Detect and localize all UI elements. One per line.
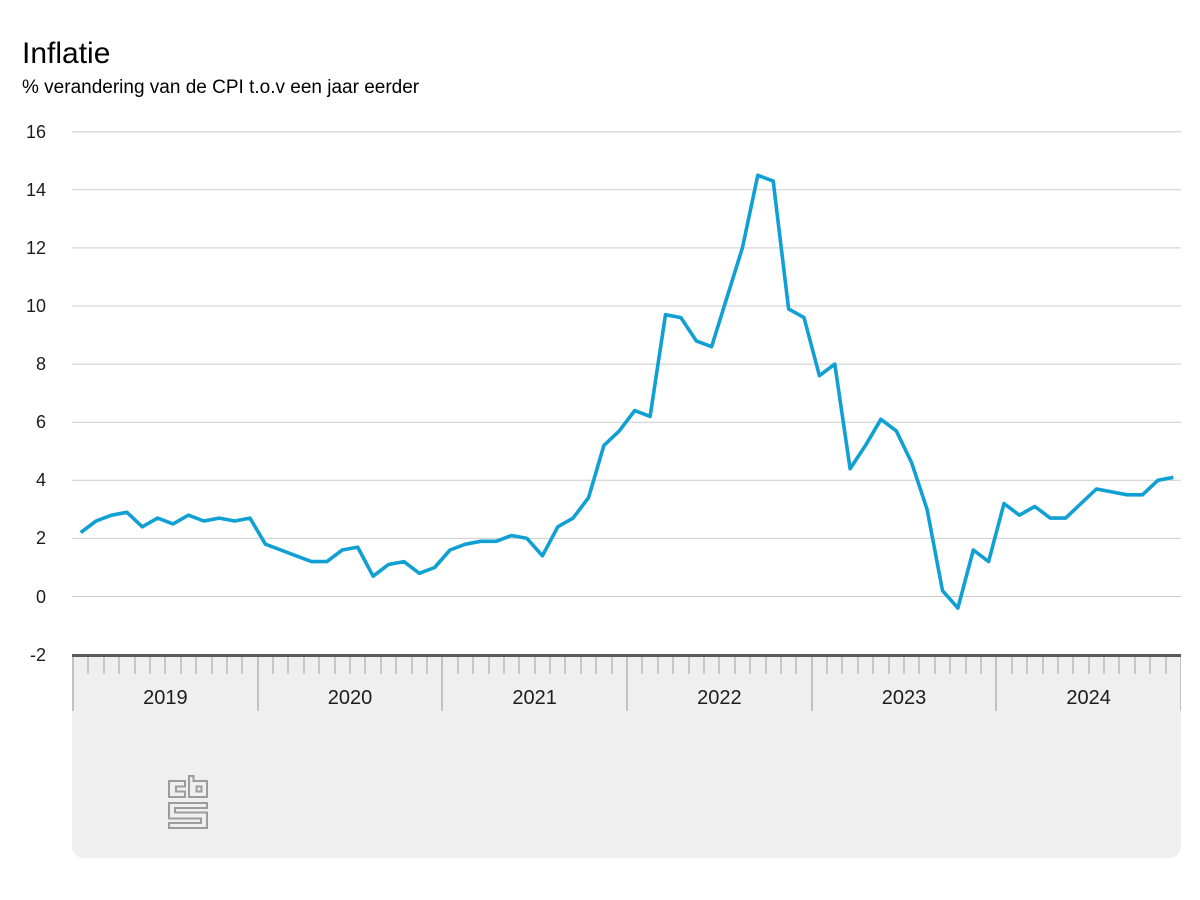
month-tick <box>1149 657 1152 674</box>
month-tick <box>425 657 428 674</box>
y-axis-tick-label: 12 <box>25 237 46 258</box>
month-tick <box>195 657 198 674</box>
month-tick <box>318 657 321 674</box>
month-tick <box>1118 657 1121 674</box>
month-tick <box>1087 657 1090 674</box>
month-tick <box>764 657 767 674</box>
month-tick <box>656 657 659 674</box>
y-axis-tick-label: 14 <box>25 179 46 200</box>
x-axis-year-label: 2020 <box>327 687 373 709</box>
year-separator-tick <box>1180 657 1181 711</box>
year-separator-tick <box>995 657 998 711</box>
month-tick <box>918 657 921 674</box>
month-tick <box>225 657 228 674</box>
gridlines <box>72 131 1181 597</box>
month-tick <box>1026 657 1029 674</box>
year-separator-tick <box>441 657 444 711</box>
month-tick <box>1041 657 1044 674</box>
y-axis-tick-label: 8 <box>35 354 46 375</box>
month-tick <box>872 657 875 674</box>
year-separator-tick <box>626 657 628 711</box>
month-tick <box>395 657 398 674</box>
month-tick <box>1164 657 1167 674</box>
y-axis-tick-label: 16 <box>25 121 46 142</box>
month-tick <box>349 657 351 674</box>
month-tick <box>210 657 213 674</box>
month-tick <box>641 657 644 674</box>
month-tick <box>549 657 552 674</box>
month-tick <box>1103 657 1106 674</box>
y-axis-tick-label: 0 <box>35 586 46 607</box>
month-tick <box>456 657 459 674</box>
month-tick <box>964 657 967 674</box>
month-tick <box>302 657 305 674</box>
month-tick <box>364 657 367 674</box>
month-tick <box>1010 657 1013 674</box>
month-tick <box>672 657 675 674</box>
month-tick <box>610 657 613 674</box>
month-tick <box>579 657 582 674</box>
month-tick <box>733 657 736 674</box>
y-axis-tick-label: 6 <box>35 412 46 433</box>
year-separator-tick <box>256 657 259 711</box>
month-tick <box>518 657 521 674</box>
month-tick <box>287 657 290 674</box>
month-tick <box>933 657 936 674</box>
month-tick <box>502 657 505 674</box>
month-tick <box>102 657 105 674</box>
month-tick <box>1133 657 1136 674</box>
month-tick <box>841 657 844 674</box>
month-tick <box>164 657 167 674</box>
x-axis-year-label: 2022 <box>697 687 742 709</box>
month-tick <box>87 657 90 674</box>
month-tick <box>472 657 475 674</box>
month-tick <box>133 657 136 674</box>
month-tick <box>1072 657 1075 674</box>
chart-subtitle: % verandering van de CPI t.o.v een jaar … <box>22 77 420 98</box>
month-tick <box>949 657 952 674</box>
chart-title: Inflatie <box>22 37 111 71</box>
month-tick <box>702 657 705 674</box>
month-tick <box>887 657 890 674</box>
month-tick <box>979 657 982 674</box>
month-tick <box>379 657 382 674</box>
year-separator-tick <box>72 657 74 711</box>
y-axis-tick-label: 10 <box>25 296 46 316</box>
month-tick <box>687 657 690 674</box>
y-axis-tick-label: -2 <box>29 644 46 665</box>
month-tick <box>749 657 752 674</box>
month-tick <box>826 657 829 674</box>
x-axis-year-label: 2019 <box>143 687 188 709</box>
year-separator-tick <box>810 657 813 711</box>
month-tick <box>1056 657 1059 674</box>
month-tick <box>595 657 598 674</box>
x-axis-year-label: 2021 <box>512 687 557 709</box>
inflation-line <box>79 173 1174 610</box>
month-tick <box>487 657 490 674</box>
month-tick <box>564 657 567 674</box>
month-tick <box>718 657 721 674</box>
month-tick <box>795 657 798 674</box>
month-tick <box>118 657 121 674</box>
month-tick <box>533 657 536 674</box>
month-tick <box>903 657 905 674</box>
month-tick <box>779 657 782 674</box>
x-axis-band: 2019 2020 2021 2022 2023 2024 <box>72 654 1181 858</box>
month-tick <box>241 657 244 674</box>
x-axis-year-label: 2023 <box>881 687 927 709</box>
cbs-logo-icon <box>168 775 208 829</box>
y-axis-tick-label: 4 <box>35 470 46 491</box>
x-axis-year-label: 2024 <box>1066 687 1111 709</box>
month-tick <box>410 657 413 674</box>
month-tick <box>148 657 151 674</box>
month-tick <box>179 657 182 674</box>
month-tick <box>333 657 336 674</box>
y-axis-tick-label: 2 <box>35 528 46 549</box>
month-tick <box>856 657 859 674</box>
month-tick <box>272 657 275 674</box>
